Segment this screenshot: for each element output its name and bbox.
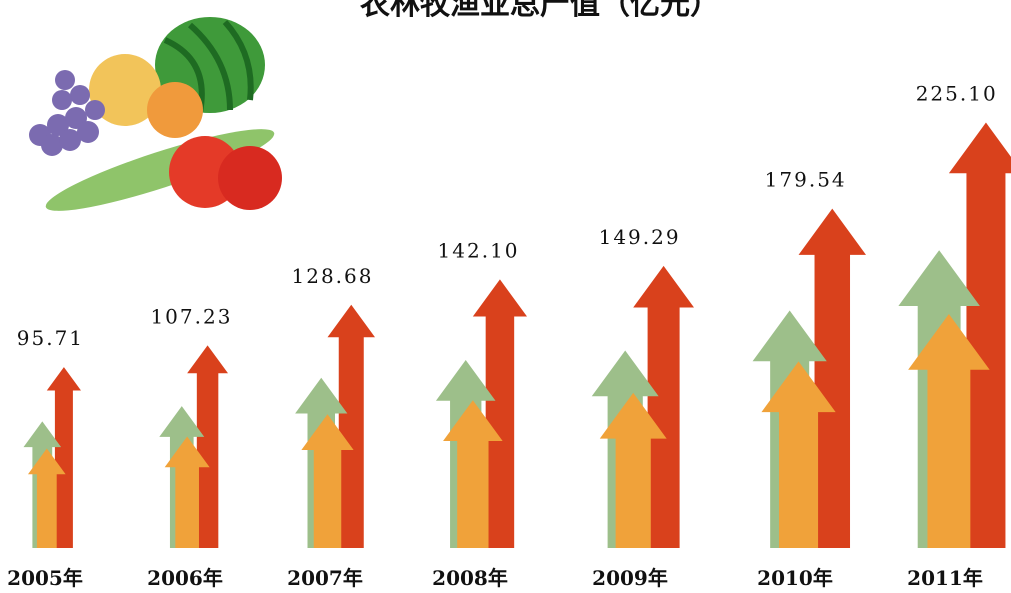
value-label: 179.54 — [765, 168, 847, 192]
value-label: 107.23 — [150, 304, 232, 328]
arrow-group — [898, 122, 1011, 549]
arrow-orange — [301, 414, 354, 548]
x-tick-label: 2011年 — [907, 566, 983, 590]
value-label: 95.71 — [17, 326, 84, 350]
x-tick-label: 2010年 — [757, 566, 833, 590]
arrow-orange — [599, 392, 667, 548]
arrow-group — [23, 367, 81, 548]
arrow-red — [948, 122, 1011, 548]
fruit-illustration — [29, 17, 282, 211]
x-tick-label: 2006年 — [147, 566, 223, 590]
chart-title: 农林牧渔业总产值（亿元） — [359, 0, 720, 22]
arrow-orange — [908, 314, 990, 548]
x-tick-label: 2005年 — [7, 566, 83, 590]
value-label: 142.10 — [438, 238, 520, 262]
value-label: 149.29 — [599, 225, 681, 249]
arrow-group — [159, 345, 228, 548]
x-tick-label: 2008年 — [432, 566, 508, 590]
value-label: 225.10 — [916, 82, 998, 106]
arrow-group — [591, 265, 694, 548]
arrow-orange — [164, 436, 210, 548]
value-label: 128.68 — [292, 264, 374, 288]
x-tick-label: 2009年 — [592, 566, 668, 590]
arrow-orange — [443, 400, 503, 548]
arrow-orange — [761, 361, 836, 548]
arrow-orange — [27, 448, 66, 548]
arrow-group — [295, 304, 375, 548]
arrow-group — [752, 208, 866, 548]
x-tick-label: 2007年 — [287, 566, 363, 590]
arrow-group — [435, 279, 527, 548]
